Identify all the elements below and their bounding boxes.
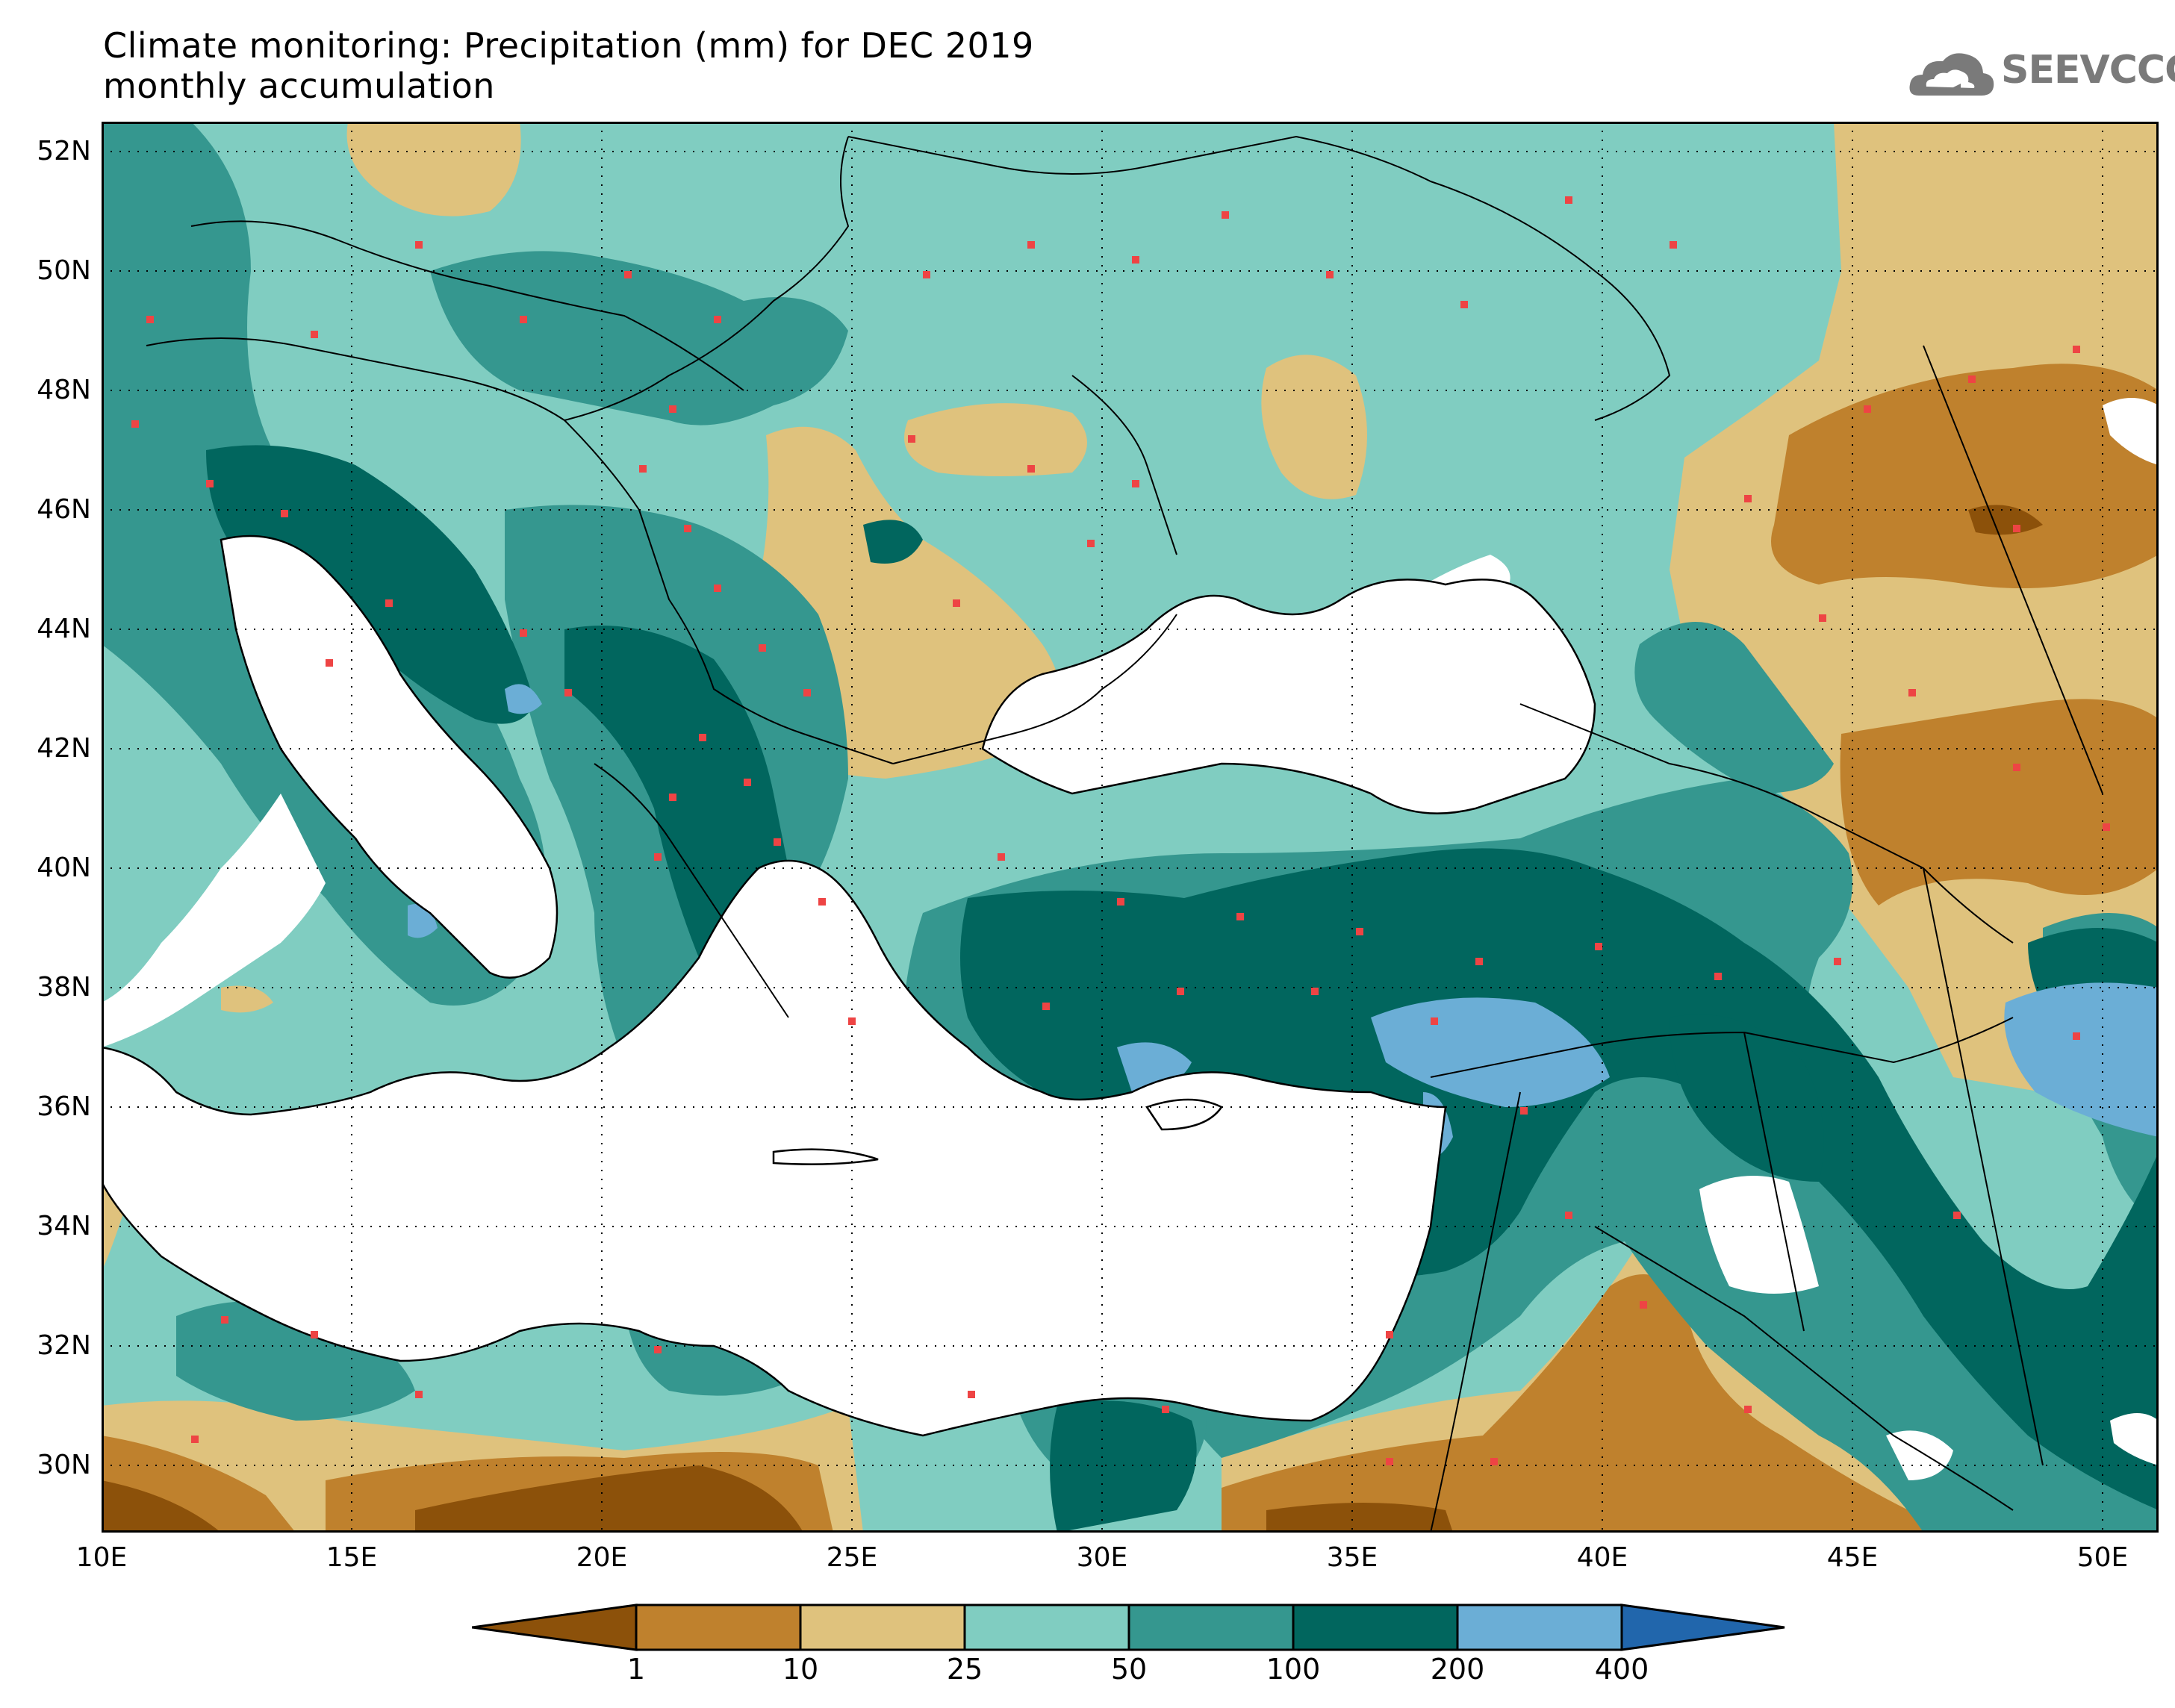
station-markers [131, 196, 2110, 1465]
lat-label-38n: 38N [37, 972, 91, 1003]
colorbar-label-50: 50 [1110, 1653, 1148, 1686]
country-borders [146, 135, 2103, 1533]
lat-label-52n: 52N [37, 136, 91, 166]
colorbar-label-200: 200 [1430, 1653, 1485, 1686]
lat-label-46n: 46N [37, 494, 91, 525]
lat-label-42n: 42N [37, 733, 91, 764]
colorbar-lt1 [472, 1603, 638, 1651]
colorbar-label-400: 400 [1594, 1653, 1649, 1686]
map-title: Climate monitoring: Precipitation (mm) f… [103, 25, 1034, 66]
colorbar-25-50 [963, 1603, 1130, 1651]
lon-label-25e: 25E [826, 1542, 878, 1573]
colorbar-10-25 [799, 1603, 966, 1651]
lat-label-44n: 44N [37, 614, 91, 644]
colorbar-label-10: 10 [782, 1653, 819, 1686]
precipitation-map [102, 122, 2159, 1533]
lat-label-30n: 30N [37, 1450, 91, 1480]
lat-label-48n: 48N [37, 375, 91, 405]
lon-label-50e: 50E [2076, 1542, 2129, 1573]
colorbar-50-100 [1127, 1603, 1295, 1651]
lon-label-10e: 10E [75, 1542, 128, 1573]
lat-label-50n: 50N [37, 255, 91, 286]
lat-label-34n: 34N [37, 1211, 91, 1241]
colorbar [472, 1603, 1785, 1651]
map-frame [102, 122, 2159, 1533]
lon-label-45e: 45E [1826, 1542, 1879, 1573]
cloud-icon [1909, 53, 1994, 96]
lon-label-35e: 35E [1326, 1542, 1378, 1573]
colorbar-label-100: 100 [1266, 1653, 1321, 1686]
precip-lt1-regions [102, 505, 2043, 1533]
lat-label-40n: 40N [37, 853, 91, 883]
colorbar-gt400 [1620, 1603, 1785, 1651]
colorbar-200-400 [1456, 1603, 1623, 1651]
colorbar-label-1: 1 [626, 1653, 646, 1686]
lon-label-20e: 20E [576, 1542, 628, 1573]
map-subtitle: monthly accumulation [103, 66, 495, 106]
lon-label-40e: 40E [1576, 1542, 1628, 1573]
lon-label-30e: 30E [1076, 1542, 1128, 1573]
lon-label-15e: 15E [326, 1542, 378, 1573]
colorbar-label-25: 25 [946, 1653, 983, 1686]
colorbar-100-200 [1292, 1603, 1459, 1651]
lat-label-36n: 36N [37, 1091, 91, 1122]
coastlines [102, 534, 1596, 1437]
colorbar-1-10 [635, 1603, 802, 1651]
logo-text: SEEVCCC [2001, 48, 2175, 93]
lat-label-32n: 32N [37, 1330, 91, 1361]
